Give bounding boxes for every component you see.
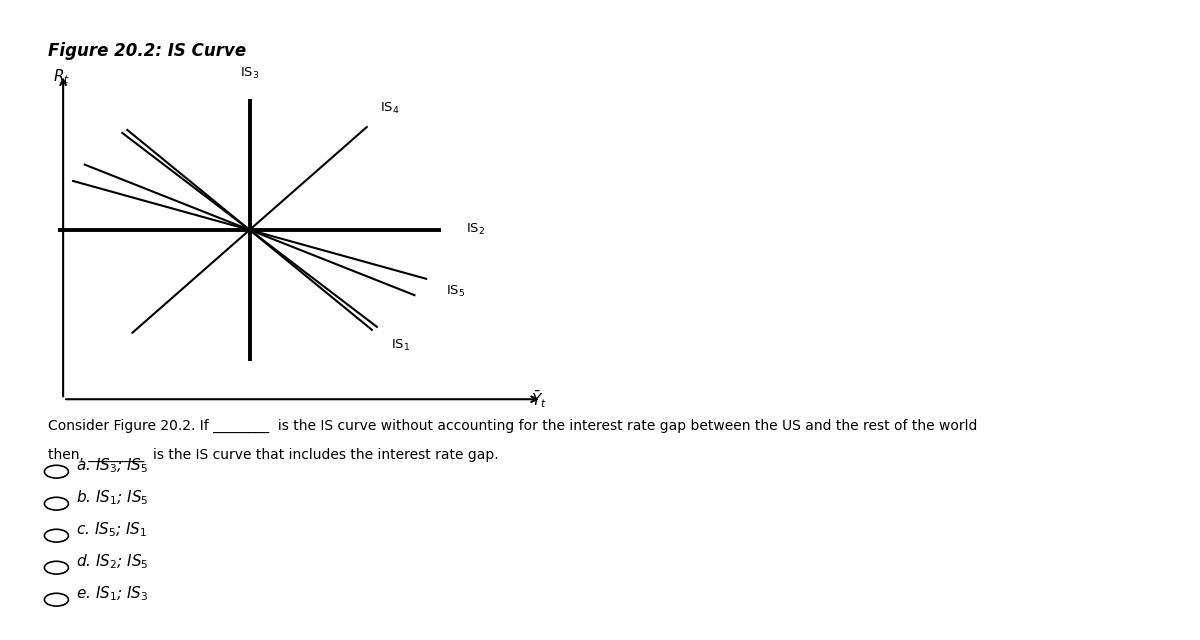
Text: b. $IS_1$; $IS_5$: b. $IS_1$; $IS_5$ bbox=[76, 488, 149, 507]
Text: IS$_1$: IS$_1$ bbox=[391, 338, 410, 353]
Text: IS$_3$: IS$_3$ bbox=[240, 66, 259, 81]
Text: IS$_4$: IS$_4$ bbox=[380, 100, 400, 115]
Text: $\bar{Y}_t$: $\bar{Y}_t$ bbox=[530, 388, 547, 410]
Text: then, ________  is the IS curve that includes the interest rate gap.: then, ________ is the IS curve that incl… bbox=[48, 448, 499, 462]
Text: Consider Figure 20.2. If ________  is the IS curve without accounting for the in: Consider Figure 20.2. If ________ is the… bbox=[48, 419, 977, 433]
Text: e. $IS_1$; $IS_3$: e. $IS_1$; $IS_3$ bbox=[76, 584, 148, 603]
Text: Figure 20.2: IS Curve: Figure 20.2: IS Curve bbox=[48, 42, 246, 60]
Text: IS$_5$: IS$_5$ bbox=[446, 284, 466, 300]
Text: $R_t$: $R_t$ bbox=[53, 67, 70, 86]
Text: a. $IS_3$; $IS_5$: a. $IS_3$; $IS_5$ bbox=[76, 456, 148, 475]
Text: c. $IS_5$; $IS_1$: c. $IS_5$; $IS_1$ bbox=[76, 520, 146, 539]
Text: IS$_2$: IS$_2$ bbox=[467, 222, 486, 237]
Text: d. $IS_2$; $IS_5$: d. $IS_2$; $IS_5$ bbox=[76, 552, 149, 571]
